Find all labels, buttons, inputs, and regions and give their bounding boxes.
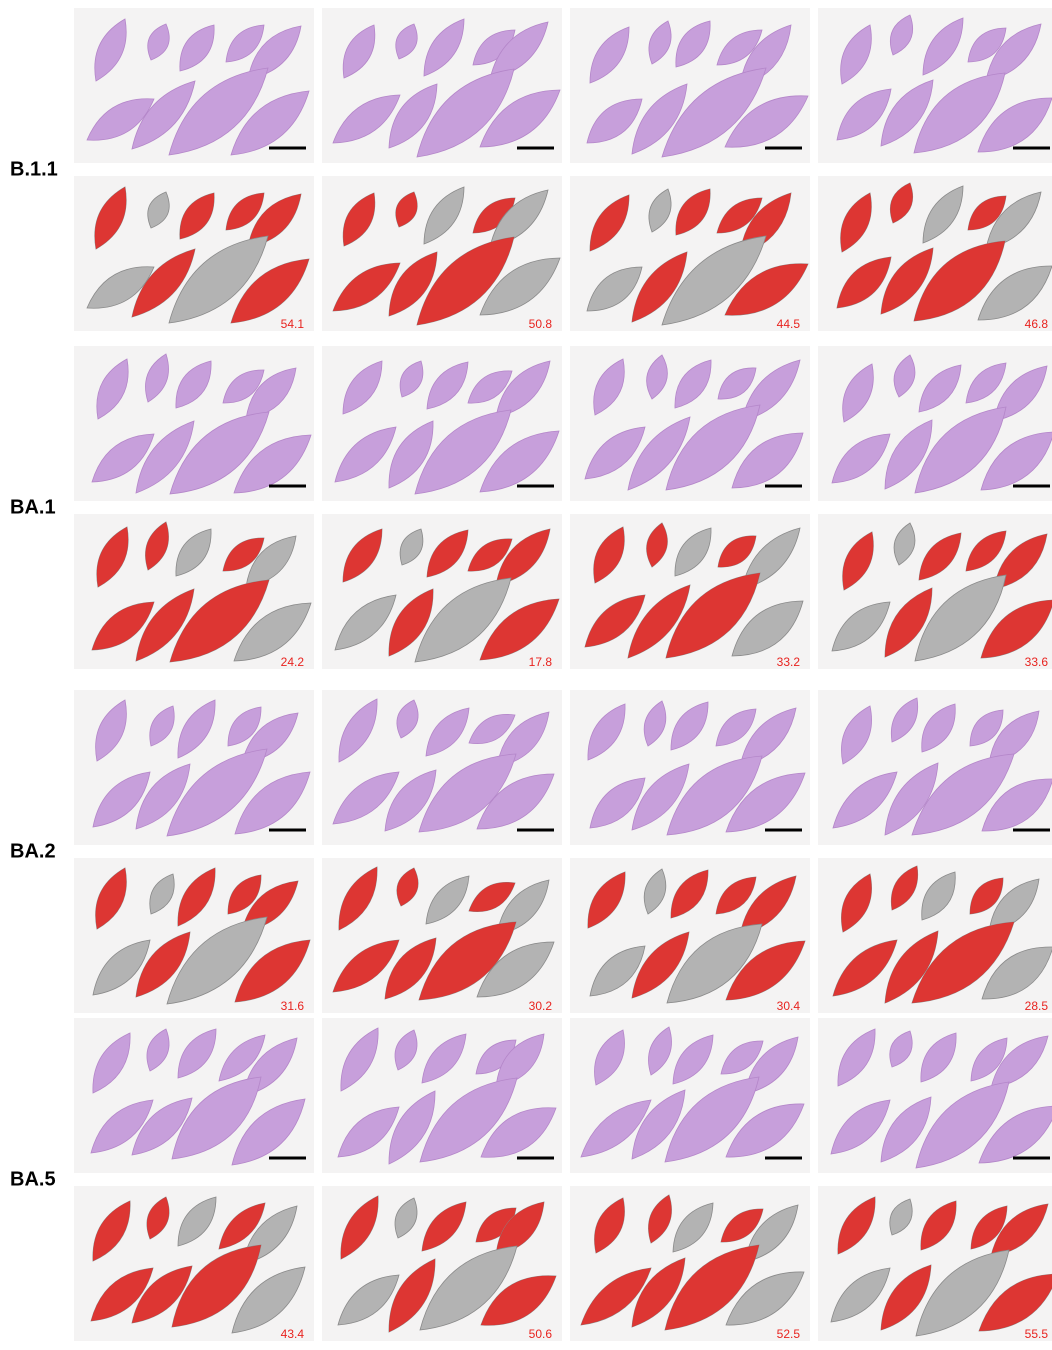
lesion-percentage: 44.5 — [777, 317, 801, 331]
segmentation-panel: 33.6 — [818, 514, 1052, 669]
histology-panel — [570, 8, 810, 163]
segmentation-panel: 43.4 — [74, 1186, 314, 1341]
histology-panel — [818, 1018, 1052, 1173]
histology-panel — [570, 1018, 810, 1173]
lesion-percentage: 50.6 — [529, 1327, 553, 1341]
group-label: BA.2 — [10, 840, 56, 862]
histology-panel — [570, 690, 810, 845]
lesion-percentage: 55.5 — [1025, 1327, 1049, 1341]
segmentation-panel: 17.8 — [322, 514, 562, 669]
lesion-percentage: 17.8 — [529, 655, 553, 669]
lesion-percentage: 30.2 — [529, 999, 553, 1013]
segmentation-panel: 55.5 — [818, 1186, 1052, 1341]
histology-panel — [322, 690, 562, 845]
lesion-percentage: 43.4 — [281, 1327, 305, 1341]
segmentation-panel: 46.8 — [818, 176, 1052, 331]
segmentation-panel: 30.2 — [322, 858, 562, 1013]
lesion-percentage: 46.8 — [1025, 317, 1049, 331]
segmentation-panel: 33.2 — [570, 514, 810, 669]
segmentation-panel: 30.4 — [570, 858, 810, 1013]
segmentation-panel: 28.5 — [818, 858, 1052, 1013]
segmentation-panel: 44.5 — [570, 176, 810, 331]
page: B.1.1 54.1 50.8 44.5 46.8 BA.1 24.2 17.8 33.2 33.… — [0, 0, 1052, 1350]
lesion-percentage: 50.8 — [529, 317, 553, 331]
lesion-percentage: 30.4 — [777, 999, 801, 1013]
group-label: B.1.1 — [10, 158, 58, 180]
figure: B.1.1 54.1 50.8 44.5 46.8 BA.1 24.2 17.8 33.2 33.… — [0, 0, 1052, 1350]
lesion-percentage: 52.5 — [777, 1327, 801, 1341]
histology-panel — [74, 346, 314, 501]
histology-panel — [74, 8, 314, 163]
lesion-percentage: 33.2 — [777, 655, 801, 669]
segmentation-panel: 24.2 — [74, 514, 314, 669]
group-label: BA.5 — [10, 1168, 56, 1190]
histology-panel — [818, 346, 1052, 501]
segmentation-panel: 31.6 — [74, 858, 314, 1013]
lesion-percentage: 31.6 — [281, 999, 305, 1013]
segmentation-panel: 50.6 — [322, 1186, 562, 1341]
histology-panel — [74, 1018, 314, 1173]
histology-panel — [322, 8, 562, 163]
segmentation-panel: 50.8 — [322, 176, 562, 331]
segmentation-panel: 54.1 — [74, 176, 314, 331]
lesion-percentage: 33.6 — [1025, 655, 1049, 669]
group-label: BA.1 — [10, 496, 56, 518]
segmentation-panel: 52.5 — [570, 1186, 810, 1341]
histology-panel — [74, 690, 314, 845]
histology-panel — [570, 346, 810, 501]
histology-panel — [322, 1018, 562, 1173]
histology-panel — [818, 8, 1052, 163]
lesion-percentage: 24.2 — [281, 655, 305, 669]
lesion-percentage: 28.5 — [1025, 999, 1049, 1013]
histology-panel — [818, 690, 1052, 845]
lesion-percentage: 54.1 — [281, 317, 305, 331]
histology-panel — [322, 346, 562, 501]
